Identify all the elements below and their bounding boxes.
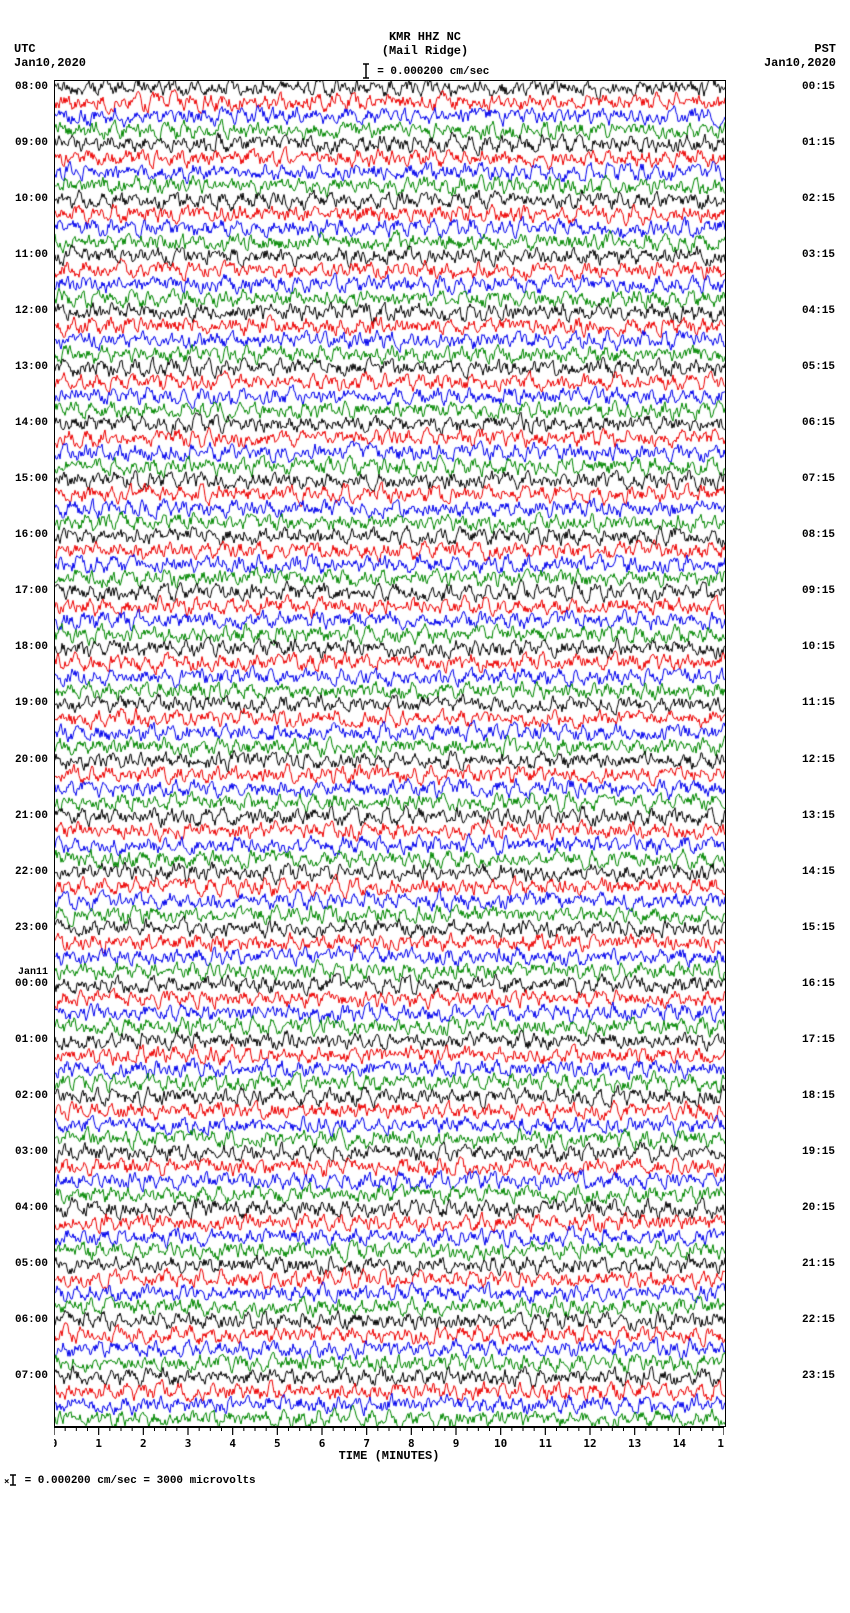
seismic-traces-canvas [55, 81, 725, 1426]
utc-hour-label: 16:00 [8, 529, 48, 541]
station-subtitle: (Mail Ridge) [0, 44, 850, 58]
pst-hour-label: 10:15 [802, 641, 842, 653]
scale-bar-icon [361, 62, 371, 80]
utc-hour-label: 04:00 [8, 1202, 48, 1214]
pst-hour-label: 18:15 [802, 1090, 842, 1102]
svg-text:6: 6 [319, 1437, 326, 1450]
pst-hour-label: 17:15 [802, 1034, 842, 1046]
pst-hour-label: 20:15 [802, 1202, 842, 1214]
footer-scale-bar-icon: × [4, 1473, 18, 1487]
pst-hour-label: 05:15 [802, 361, 842, 373]
pst-hour-label: 06:15 [802, 417, 842, 429]
day-rollover-label: Jan11 [8, 967, 48, 979]
pst-hour-label: 23:15 [802, 1370, 842, 1382]
utc-hour-label: 15:00 [8, 473, 48, 485]
utc-hour-label: 06:00 [8, 1314, 48, 1326]
utc-hour-label: 19:00 [8, 697, 48, 709]
svg-text:×: × [4, 1477, 9, 1487]
utc-hour-label: 00:00 [8, 978, 48, 990]
x-axis-ticks: 0123456789101112131415 [54, 1427, 724, 1467]
svg-text:0: 0 [54, 1437, 57, 1450]
svg-text:14: 14 [673, 1437, 687, 1450]
pst-hour-label: 04:15 [802, 305, 842, 317]
svg-text:4: 4 [229, 1437, 236, 1450]
pst-hour-label: 11:15 [802, 697, 842, 709]
utc-hour-label: 14:00 [8, 417, 48, 429]
utc-hour-label: 22:00 [8, 866, 48, 878]
svg-text:7: 7 [363, 1437, 370, 1450]
utc-hour-label: 08:00 [8, 81, 48, 93]
pst-hour-label: 13:15 [802, 810, 842, 822]
amplitude-scale-label: = 0.000200 cm/sec [0, 62, 850, 80]
pst-hour-label: 00:15 [802, 81, 842, 93]
pst-hour-label: 14:15 [802, 866, 842, 878]
utc-hour-label: 02:00 [8, 1090, 48, 1102]
pst-hour-label: 15:15 [802, 922, 842, 934]
scale-text: = 0.000200 cm/sec [377, 66, 489, 78]
utc-hour-label: 20:00 [8, 754, 48, 766]
utc-hour-label: 12:00 [8, 305, 48, 317]
footer-calibration: × = 0.000200 cm/sec = 3000 microvolts [0, 1467, 850, 1497]
pst-hour-label: 16:15 [802, 978, 842, 990]
svg-text:11: 11 [539, 1437, 553, 1450]
utc-hour-labels: 08:00 09:00 10:00 11:00 12:00 13:00 14:00 15:00… [8, 80, 48, 1425]
svg-text:2: 2 [140, 1437, 147, 1450]
utc-hour-label: 09:00 [8, 137, 48, 149]
svg-text:15: 15 [717, 1437, 724, 1450]
utc-hour-label: 07:00 [8, 1370, 48, 1382]
utc-hour-label: 01:00 [8, 1034, 48, 1046]
utc-hour-label: 23:00 [8, 922, 48, 934]
utc-hour-label: 03:00 [8, 1146, 48, 1158]
helicorder-plot [54, 80, 726, 1427]
pst-hour-label: 09:15 [802, 585, 842, 597]
footer-text: = 0.000200 cm/sec = 3000 microvolts [25, 1475, 256, 1487]
svg-text:10: 10 [494, 1437, 507, 1450]
header: UTC Jan10,2020 PST Jan10,2020 KMR HHZ NC… [0, 0, 850, 80]
pst-hour-labels: 00:15 01:15 02:15 03:15 04:15 05:15 06:15 07:15… [802, 80, 842, 1425]
svg-text:9: 9 [453, 1437, 460, 1450]
utc-hour-label: 21:00 [8, 810, 48, 822]
utc-hour-label: 13:00 [8, 361, 48, 373]
svg-text:3: 3 [185, 1437, 192, 1450]
station-title: KMR HHZ NC [0, 30, 850, 44]
pst-hour-label: 07:15 [802, 473, 842, 485]
pst-hour-label: 21:15 [802, 1258, 842, 1270]
svg-text:5: 5 [274, 1437, 281, 1450]
pst-hour-label: 02:15 [802, 193, 842, 205]
pst-hour-label: 01:15 [802, 137, 842, 149]
utc-hour-label: 11:00 [8, 249, 48, 261]
pst-hour-label: 03:15 [802, 249, 842, 261]
x-axis: TIME (MINUTES) 0123456789101112131415 [54, 1427, 724, 1467]
helicorder-plot-area: 08:0009:0010:0011:0012:0013:0014:0015:00… [14, 80, 836, 1467]
svg-text:13: 13 [628, 1437, 641, 1450]
pst-hour-label: 08:15 [802, 529, 842, 541]
svg-text:8: 8 [408, 1437, 415, 1450]
utc-hour-label: 05:00 [8, 1258, 48, 1270]
utc-hour-label: 17:00 [8, 585, 48, 597]
pst-hour-label: 12:15 [802, 754, 842, 766]
svg-text:1: 1 [95, 1437, 102, 1450]
svg-text:12: 12 [583, 1437, 596, 1450]
pst-hour-label: 19:15 [802, 1146, 842, 1158]
utc-hour-label: 18:00 [8, 641, 48, 653]
utc-hour-label: 10:00 [8, 193, 48, 205]
pst-hour-label: 22:15 [802, 1314, 842, 1326]
